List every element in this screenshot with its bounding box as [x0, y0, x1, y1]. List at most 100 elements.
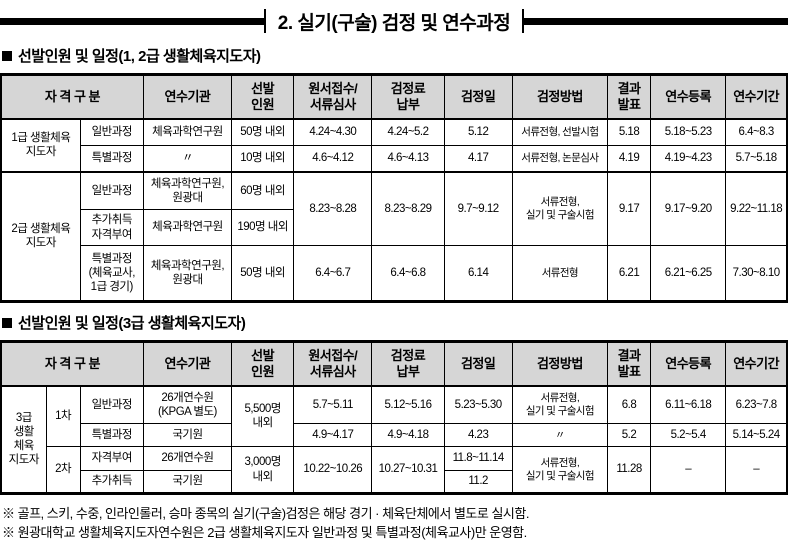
table-cell: 자격부여 [79, 446, 144, 471]
page-title: 2. 실기(구술) 검정 및 연수과정 [277, 12, 511, 34]
header-result: 결과 발표 [606, 74, 652, 120]
table-cell: 50명 내외 [231, 245, 295, 302]
table-row: 추가취득 국기원 11.2 [1, 470, 787, 494]
header-org: 연수기관 [142, 341, 233, 387]
footnotes: ※ 골프, 스키, 수중, 인라인롤러, 승마 종목의 실기(구술)검정은 해당… [0, 505, 788, 543]
schedule-table-grade3: 자 격 구 분 연수기관 선발 인원 원서접수/ 서류심사 검정료 납부 검정일… [0, 340, 788, 495]
table-cell: 체육과학연구원 [142, 209, 233, 246]
table-cell: 6.21 [606, 245, 652, 302]
table-row: 3급 생활 체육 지도자 1차 일반과정 26개연수원 (KPGA 별도) 5,… [0, 385, 788, 494]
header-registration: 연수등록 [650, 74, 727, 120]
table-header-row: 자 격 구 분 연수기관 선발 인원 원서접수/ 서류심사 검정료 납부 검정일… [0, 74, 788, 120]
table-cell: 9.17 [606, 170, 652, 246]
table-cell: 11.28 [606, 446, 652, 494]
table-cell: 5.18~5.23 [650, 118, 727, 146]
table-cell: 4.6~4.12 [293, 145, 373, 172]
table-cell: 10.27~10.31 [371, 446, 445, 494]
header-qualification: 자 격 구 분 [0, 74, 144, 120]
table-cell: 190명 내외 [231, 209, 295, 246]
table-cell: 60명 내외 [231, 170, 295, 210]
table-cell: 9.17~9.20 [650, 170, 727, 246]
table-cell: 서류전형, 실기 및 구술시험 [511, 385, 608, 424]
grade-cell: 2급 생활체육 지도자 [0, 170, 81, 302]
header-exam-date: 검정일 [443, 74, 513, 120]
table-cell: 5.14~5.24 [725, 423, 788, 447]
title-rule-left [0, 17, 266, 25]
table-cell: 서류전형, 실기 및 구술시험 [511, 170, 608, 246]
table-cell: 4.24~5.2 [371, 118, 445, 146]
section-heading-2: 선발인원 및 일정(3급 생활체육지도자) [2, 312, 788, 333]
table-cell: 일반과정 [79, 118, 144, 146]
table-cell: 서류전형, 실기 및 구술시험 [511, 446, 608, 494]
table-cell: 체육과학연구원, 원광대 [142, 245, 233, 302]
table-cell: 3,000명 내외 [231, 446, 295, 494]
footnote-2: ※ 원광대학교 생활체육지도자연수원은 2급 생활체육지도자 일반과정 및 특별… [2, 524, 527, 540]
table-cell: 5.2~5.4 [650, 423, 727, 447]
table-row: 추가취득 자격부여 체육과학연구원 190명 내외 [1, 209, 787, 246]
table-cell: – [725, 446, 788, 494]
table-cell: 서류전형 [511, 245, 608, 302]
table-cell: 4.6~4.13 [371, 145, 445, 172]
table-cell: 특별과정 [79, 423, 144, 447]
square-bullet-icon [2, 317, 12, 328]
table-cell: 서류전형, 선발시험 [511, 118, 608, 146]
header-apply: 원서접수/ 서류심사 [293, 341, 373, 387]
table-cell: 8.23~8.29 [371, 170, 445, 246]
header-registration: 연수등록 [650, 341, 727, 387]
table-cell: 국기원 [142, 423, 233, 447]
table-cell: 6.4~6.7 [293, 245, 373, 302]
header-period: 연수기간 [725, 341, 788, 387]
header-fee: 검정료 납부 [371, 74, 445, 120]
table-cell: 4.19~4.23 [650, 145, 727, 172]
header-period: 연수기간 [725, 74, 788, 120]
table-cell: 체육과학연구원 [142, 118, 233, 146]
table-cell: 9.7~9.12 [443, 170, 513, 246]
table-row: 특별과정 국기원 4.9~4.17 4.9~4.18 4.23 〃 5.2 5.… [1, 423, 788, 447]
table-row: 특별과정 (체육교사, 1급 경기) 체육과학연구원, 원광대 50명 내외 6… [1, 245, 788, 302]
table-cell: 4.9~4.18 [371, 423, 445, 447]
header-org: 연수기관 [142, 74, 233, 120]
table-cell: 국기원 [142, 470, 233, 494]
table-row: 특별과정 〃 10명 내외 4.6~4.12 4.6~4.13 4.17 서류전… [1, 145, 788, 172]
table-cell: 10.22~10.26 [293, 446, 373, 494]
table-cell: 6.23~7.8 [725, 385, 788, 424]
table-cell: 26개연수원 [142, 446, 233, 471]
table-cell: 4.23 [443, 423, 513, 447]
table-row: 2급 생활체육 지도자 일반과정 체육과학연구원, 원광대 60명 내외 8.2… [0, 170, 788, 302]
ditto-mark: 〃 [511, 423, 608, 447]
table-cell: 10명 내외 [231, 145, 295, 172]
table-cell: 5.12 [443, 118, 513, 146]
table-row: 2차 자격부여 26개연수원 3,000명 내외 10.22~10.26 10.… [1, 446, 788, 494]
footnote-1: ※ 골프, 스키, 수중, 인라인롤러, 승마 종목의 실기(구술)검정은 해당… [2, 506, 529, 521]
section-heading-2-label: 선발인원 및 일정(3급 생활체육지도자) [18, 315, 246, 332]
section-heading-1-label: 선발인원 및 일정(1, 2급 생활체육지도자) [18, 48, 261, 65]
table-cell: 50명 내외 [231, 118, 295, 146]
table-cell: 특별과정 [79, 145, 144, 172]
header-apply: 원서접수/ 서류심사 [293, 74, 373, 120]
table-cell: 일반과정 [79, 385, 144, 424]
table-cell: 4.24~4.30 [293, 118, 373, 146]
table-cell: 5.7~5.18 [725, 145, 788, 172]
table-cell: 4.19 [606, 145, 652, 172]
table-cell: 26개연수원 (KPGA 별도) [142, 385, 233, 424]
grade-cell: 1급 생활체육 지도자 [0, 118, 81, 172]
table-cell: 5,500명 내외 [231, 385, 295, 447]
table-cell: 체육과학연구원, 원광대 [142, 170, 233, 210]
section-heading-1: 선발인원 및 일정(1, 2급 생활체육지도자) [2, 45, 788, 66]
table-cell: 5.18 [606, 118, 652, 146]
round-cell: 2차 [45, 446, 81, 494]
table-cell: 5.12~5.16 [371, 385, 445, 424]
title-banner: 2. 실기(구술) 검정 및 연수과정 [0, 6, 788, 36]
ditto-mark: 〃 [142, 145, 233, 172]
table-cell: 추가취득 자격부여 [79, 209, 144, 246]
table-cell: 서류전형, 논문심사 [511, 145, 608, 172]
table-header-row: 자 격 구 분 연수기관 선발 인원 원서접수/ 서류심사 검정료 납부 검정일… [0, 341, 788, 387]
table-cell: 일반과정 [79, 170, 144, 210]
table-cell: 6.4~8.3 [725, 118, 788, 146]
table-cell: – [650, 446, 727, 494]
round-cell: 1차 [45, 385, 81, 447]
header-result: 결과 발표 [606, 341, 652, 387]
table-cell: 6.14 [443, 245, 513, 302]
table-cell: 6.8 [606, 385, 652, 424]
